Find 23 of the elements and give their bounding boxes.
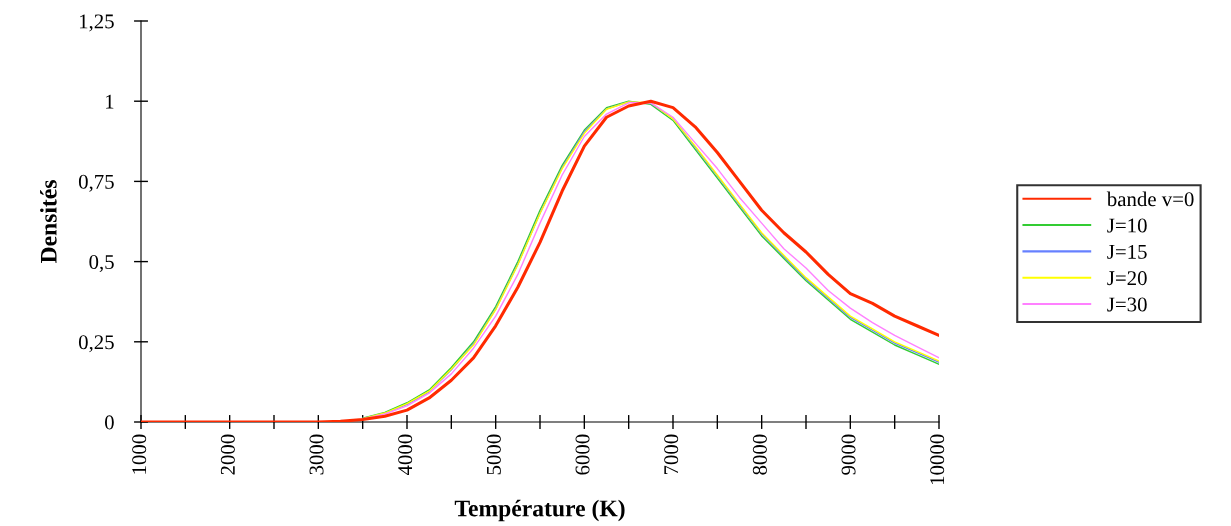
x-tick-label: 7000 (664, 434, 679, 475)
y-tick-label: 0 (104, 415, 114, 430)
x-axis-title: Température (K) (454, 499, 625, 522)
y-tick-label: 1 (106, 94, 114, 109)
x-tick-label: 10000 (930, 434, 945, 485)
legend-label: J=20 (1107, 271, 1147, 286)
x-tick-label: 5000 (486, 434, 501, 475)
y-tick-label: 0,5 (89, 254, 114, 273)
x-tick-label: 3000 (309, 434, 324, 475)
y-tick-label: 0,75 (78, 174, 114, 192)
legend-label: J=10 (1107, 218, 1147, 233)
y-tick-label: 0,25 (78, 335, 114, 353)
legend-label: J=30 (1107, 297, 1147, 312)
x-tick-label: 6000 (575, 434, 590, 475)
x-tick-label: 9000 (841, 434, 856, 475)
y-tick-label: 1,25 (79, 14, 114, 32)
y-axis-title: Densités (40, 180, 57, 264)
legend-label: bande v=0 (1106, 191, 1194, 207)
x-tick-label: 2000 (220, 434, 235, 475)
legend-label: J=15 (1107, 244, 1147, 259)
x-tick-label: 8000 (752, 434, 767, 475)
x-tick-label: 4000 (398, 434, 413, 476)
x-tick-label: 1000 (132, 434, 147, 474)
